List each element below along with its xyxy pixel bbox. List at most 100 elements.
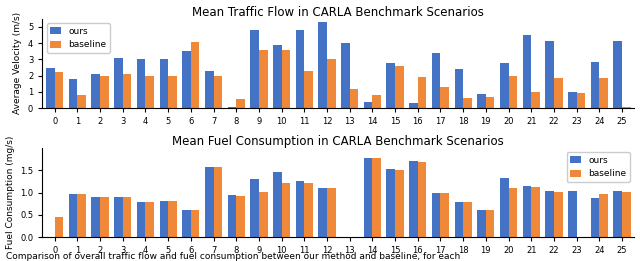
- Bar: [318, 22, 327, 108]
- Bar: [454, 69, 463, 108]
- Bar: [395, 66, 404, 108]
- Bar: [440, 87, 449, 108]
- Bar: [509, 188, 517, 238]
- Bar: [613, 191, 622, 238]
- Bar: [477, 210, 486, 238]
- Bar: [432, 53, 440, 108]
- Bar: [168, 201, 177, 238]
- Legend: ours, baseline: ours, baseline: [47, 23, 110, 53]
- Bar: [531, 187, 540, 238]
- Bar: [387, 169, 395, 238]
- Bar: [273, 172, 282, 238]
- Bar: [364, 102, 372, 108]
- Bar: [250, 30, 259, 108]
- Bar: [259, 50, 268, 108]
- Bar: [395, 170, 404, 238]
- Bar: [568, 92, 577, 108]
- Bar: [114, 197, 123, 238]
- Bar: [327, 59, 335, 108]
- Bar: [341, 43, 349, 108]
- Bar: [228, 107, 236, 108]
- Bar: [159, 58, 168, 108]
- Bar: [409, 161, 418, 238]
- Bar: [92, 197, 100, 238]
- Bar: [137, 201, 145, 238]
- Bar: [137, 58, 145, 108]
- Bar: [486, 97, 495, 108]
- Bar: [282, 50, 291, 108]
- Bar: [182, 210, 191, 238]
- Bar: [349, 89, 358, 108]
- Bar: [145, 201, 154, 238]
- Bar: [418, 77, 426, 108]
- Bar: [599, 194, 608, 238]
- Bar: [591, 62, 599, 108]
- Bar: [554, 78, 563, 108]
- Bar: [577, 93, 585, 108]
- Bar: [622, 192, 630, 238]
- Bar: [214, 167, 222, 238]
- Bar: [622, 107, 630, 108]
- Bar: [523, 35, 531, 108]
- Bar: [613, 41, 622, 108]
- Bar: [168, 76, 177, 108]
- Bar: [454, 201, 463, 238]
- Bar: [236, 98, 245, 108]
- Bar: [372, 158, 381, 238]
- Bar: [296, 181, 305, 238]
- Bar: [372, 95, 381, 108]
- Bar: [205, 167, 214, 238]
- Bar: [92, 74, 100, 108]
- Bar: [55, 72, 63, 108]
- Bar: [545, 40, 554, 108]
- Bar: [77, 95, 86, 108]
- Bar: [545, 191, 554, 238]
- Bar: [387, 63, 395, 108]
- Bar: [214, 76, 222, 108]
- Bar: [69, 194, 77, 238]
- Bar: [463, 203, 472, 238]
- Bar: [327, 188, 335, 238]
- Bar: [228, 195, 236, 238]
- Legend: ours, baseline: ours, baseline: [566, 152, 630, 182]
- Bar: [259, 192, 268, 238]
- Bar: [46, 68, 55, 108]
- Bar: [599, 78, 608, 108]
- Bar: [523, 186, 531, 238]
- Bar: [296, 30, 305, 108]
- Title: Mean Traffic Flow in CARLA Benchmark Scenarios: Mean Traffic Flow in CARLA Benchmark Sce…: [193, 5, 484, 19]
- Bar: [191, 42, 200, 108]
- Bar: [236, 196, 245, 238]
- Bar: [305, 71, 313, 108]
- Y-axis label: Fuel Consumption (mg/s): Fuel Consumption (mg/s): [6, 136, 15, 249]
- Bar: [145, 76, 154, 108]
- Bar: [432, 193, 440, 238]
- Bar: [159, 201, 168, 238]
- Bar: [282, 183, 291, 238]
- Bar: [418, 162, 426, 238]
- Bar: [305, 183, 313, 238]
- Bar: [440, 193, 449, 238]
- Bar: [191, 210, 200, 238]
- Bar: [500, 63, 509, 108]
- Bar: [69, 79, 77, 108]
- Text: Comparison of overall traffic flow and fuel consumption between our method and b: Comparison of overall traffic flow and f…: [6, 252, 461, 261]
- Bar: [318, 188, 327, 238]
- Y-axis label: Average Velocity (m/s): Average Velocity (m/s): [13, 12, 22, 115]
- Bar: [77, 194, 86, 238]
- Bar: [205, 71, 214, 108]
- Title: Mean Fuel Consumption in CARLA Benchmark Scenarios: Mean Fuel Consumption in CARLA Benchmark…: [172, 135, 504, 148]
- Bar: [409, 103, 418, 108]
- Bar: [123, 197, 131, 238]
- Bar: [55, 217, 63, 238]
- Bar: [364, 158, 372, 238]
- Bar: [114, 58, 123, 108]
- Bar: [463, 98, 472, 108]
- Bar: [509, 76, 517, 108]
- Bar: [100, 76, 109, 108]
- Bar: [477, 94, 486, 108]
- Bar: [273, 45, 282, 108]
- Bar: [486, 210, 495, 238]
- Bar: [591, 198, 599, 238]
- Bar: [531, 92, 540, 108]
